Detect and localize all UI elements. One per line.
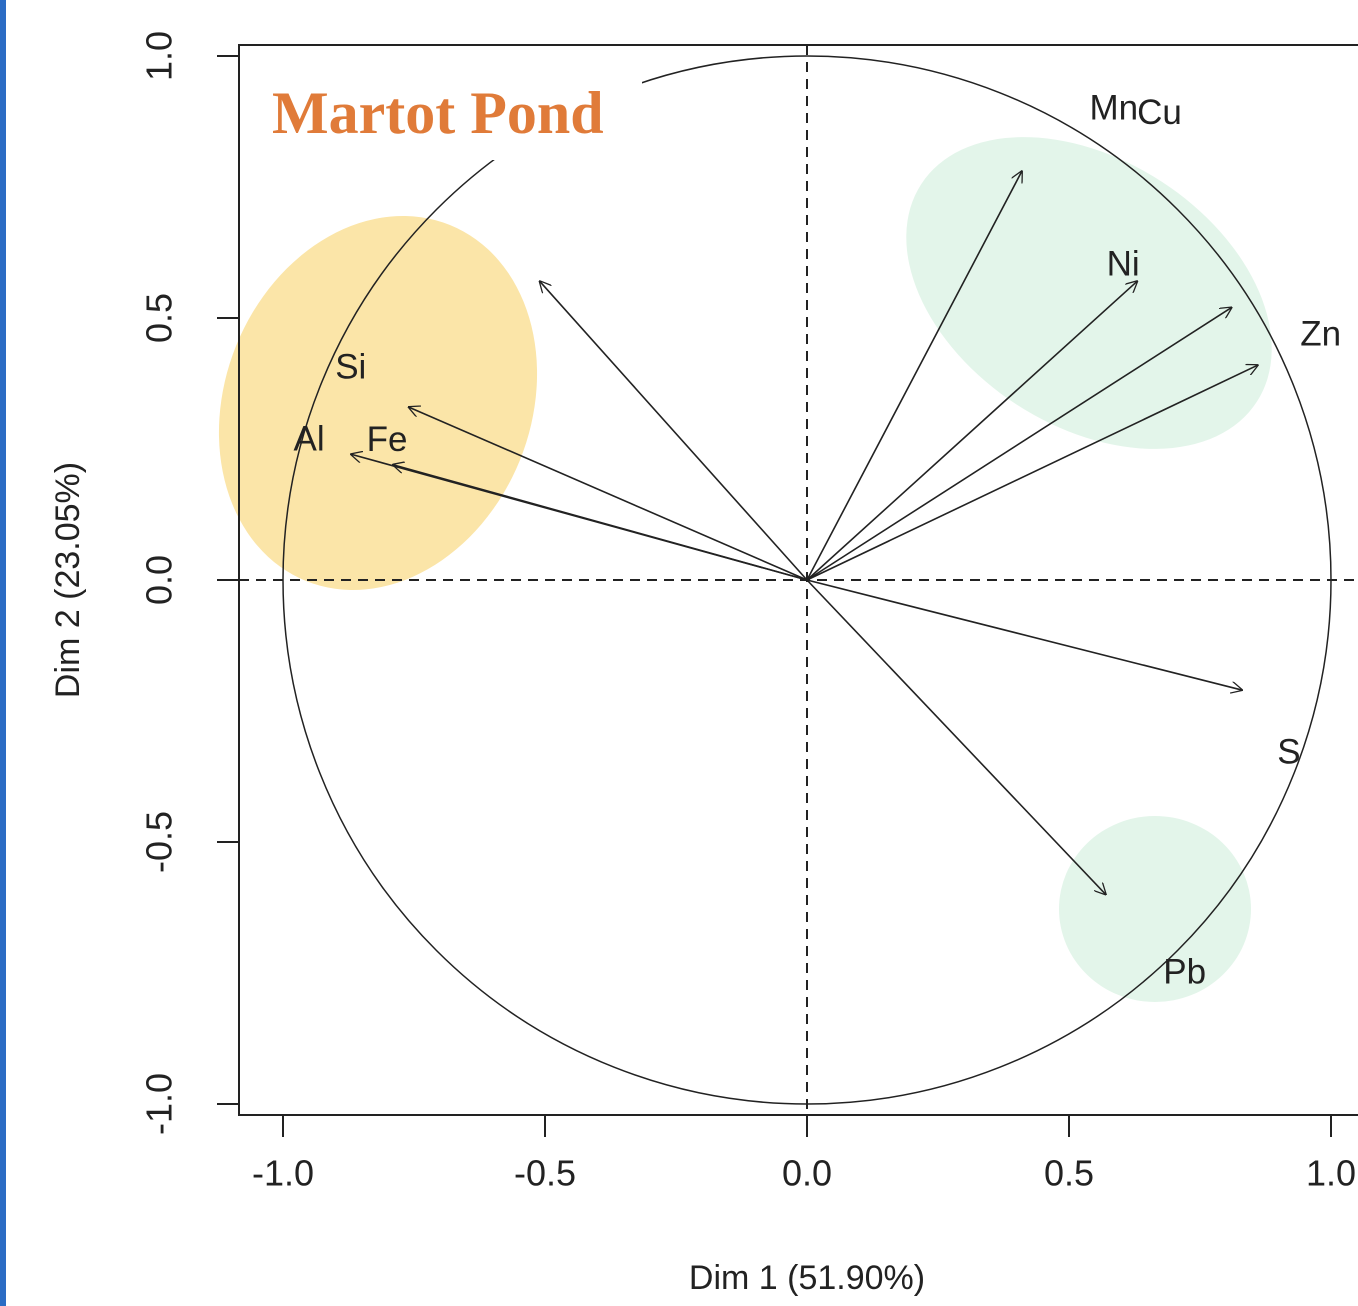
- x-tick-label: -1.0: [252, 1153, 314, 1194]
- left-accent-bar: [0, 0, 6, 1306]
- variable-labels-layer: CaSiFeAlMnNiCuZnSPb: [294, 89, 1342, 992]
- variable-label-fe: Fe: [367, 420, 408, 459]
- axes-layer: -1.0 -0.5 0.0 0.5 1.0 -1.0 -0.5 0.0 0.5 1.0 Dim 1 …: [49, 31, 1356, 1297]
- variable-label-s: S: [1277, 732, 1300, 771]
- x-tick-label: 1.0: [1306, 1153, 1356, 1194]
- arrow-zn: [806, 365, 1258, 581]
- arrow-s: [806, 579, 1242, 690]
- variable-label-mn: Mn: [1090, 89, 1139, 128]
- y-tick-label: -1.0: [139, 1073, 180, 1135]
- variable-label-al: Al: [294, 419, 325, 458]
- arrow-cu: [806, 308, 1231, 581]
- y-axis-title: Dim 2 (23.05%): [49, 462, 87, 698]
- variable-label-pb: Pb: [1163, 953, 1206, 992]
- x-axis-title: Dim 1 (51.90%): [689, 1259, 925, 1297]
- cluster-highlight-layer: [218, 137, 1272, 1002]
- y-tick-label: 1.0: [139, 31, 180, 81]
- x-tick-label: -0.5: [514, 1153, 576, 1194]
- chart-title-background: [262, 80, 642, 160]
- arrow-ni: [806, 281, 1137, 581]
- arrow-ca: [540, 281, 808, 581]
- y-tick-label: -0.5: [139, 811, 180, 873]
- y-tick-label: 0.5: [139, 293, 180, 343]
- arrow-mn: [806, 171, 1022, 581]
- variable-label-zn: Zn: [1300, 314, 1341, 353]
- y-tick-label: 0.0: [139, 555, 180, 605]
- variable-label-cu: Cu: [1137, 93, 1182, 132]
- arrow-si: [409, 407, 808, 581]
- arrow-al: [351, 454, 808, 581]
- variable-label-si: Si: [335, 347, 366, 386]
- cluster-highlight-ca-si-fe-al: [218, 215, 538, 591]
- cluster-highlight-pb: [1059, 816, 1251, 1002]
- chart-title: Martot Pond: [272, 80, 604, 146]
- variable-label-ni: Ni: [1107, 245, 1140, 284]
- title-layer: Martot Pond: [262, 80, 642, 160]
- x-tick-label: 0.0: [782, 1153, 832, 1194]
- x-tick-label: 0.5: [1044, 1153, 1094, 1194]
- cluster-highlight-mn-ni-cu-zn: [906, 137, 1272, 449]
- loading-arrows-layer: [351, 171, 1258, 894]
- arrow-pb: [806, 579, 1106, 894]
